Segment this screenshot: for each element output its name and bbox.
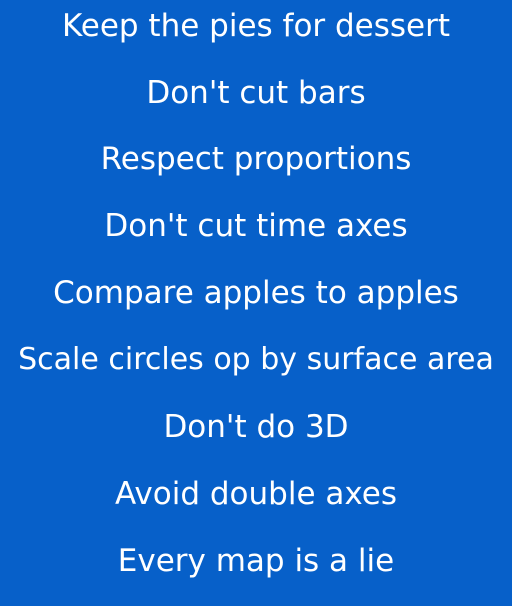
rule-item-circles: Scale circles op by surface area [18, 342, 494, 377]
rule-item-bars: Don't cut bars [146, 75, 366, 111]
rule-item-double-axes: Avoid double axes [115, 476, 397, 512]
rule-item-time-axes: Don't cut time axes [104, 208, 408, 244]
rule-item-3d: Don't do 3D [163, 409, 349, 445]
rule-item-map: Every map is a lie [117, 543, 395, 579]
rule-item-pies: Keep the pies for dessert [61, 8, 451, 44]
rule-item-apples: Compare apples to apples [53, 275, 459, 311]
rule-item-proportions: Respect proportions [100, 141, 412, 177]
